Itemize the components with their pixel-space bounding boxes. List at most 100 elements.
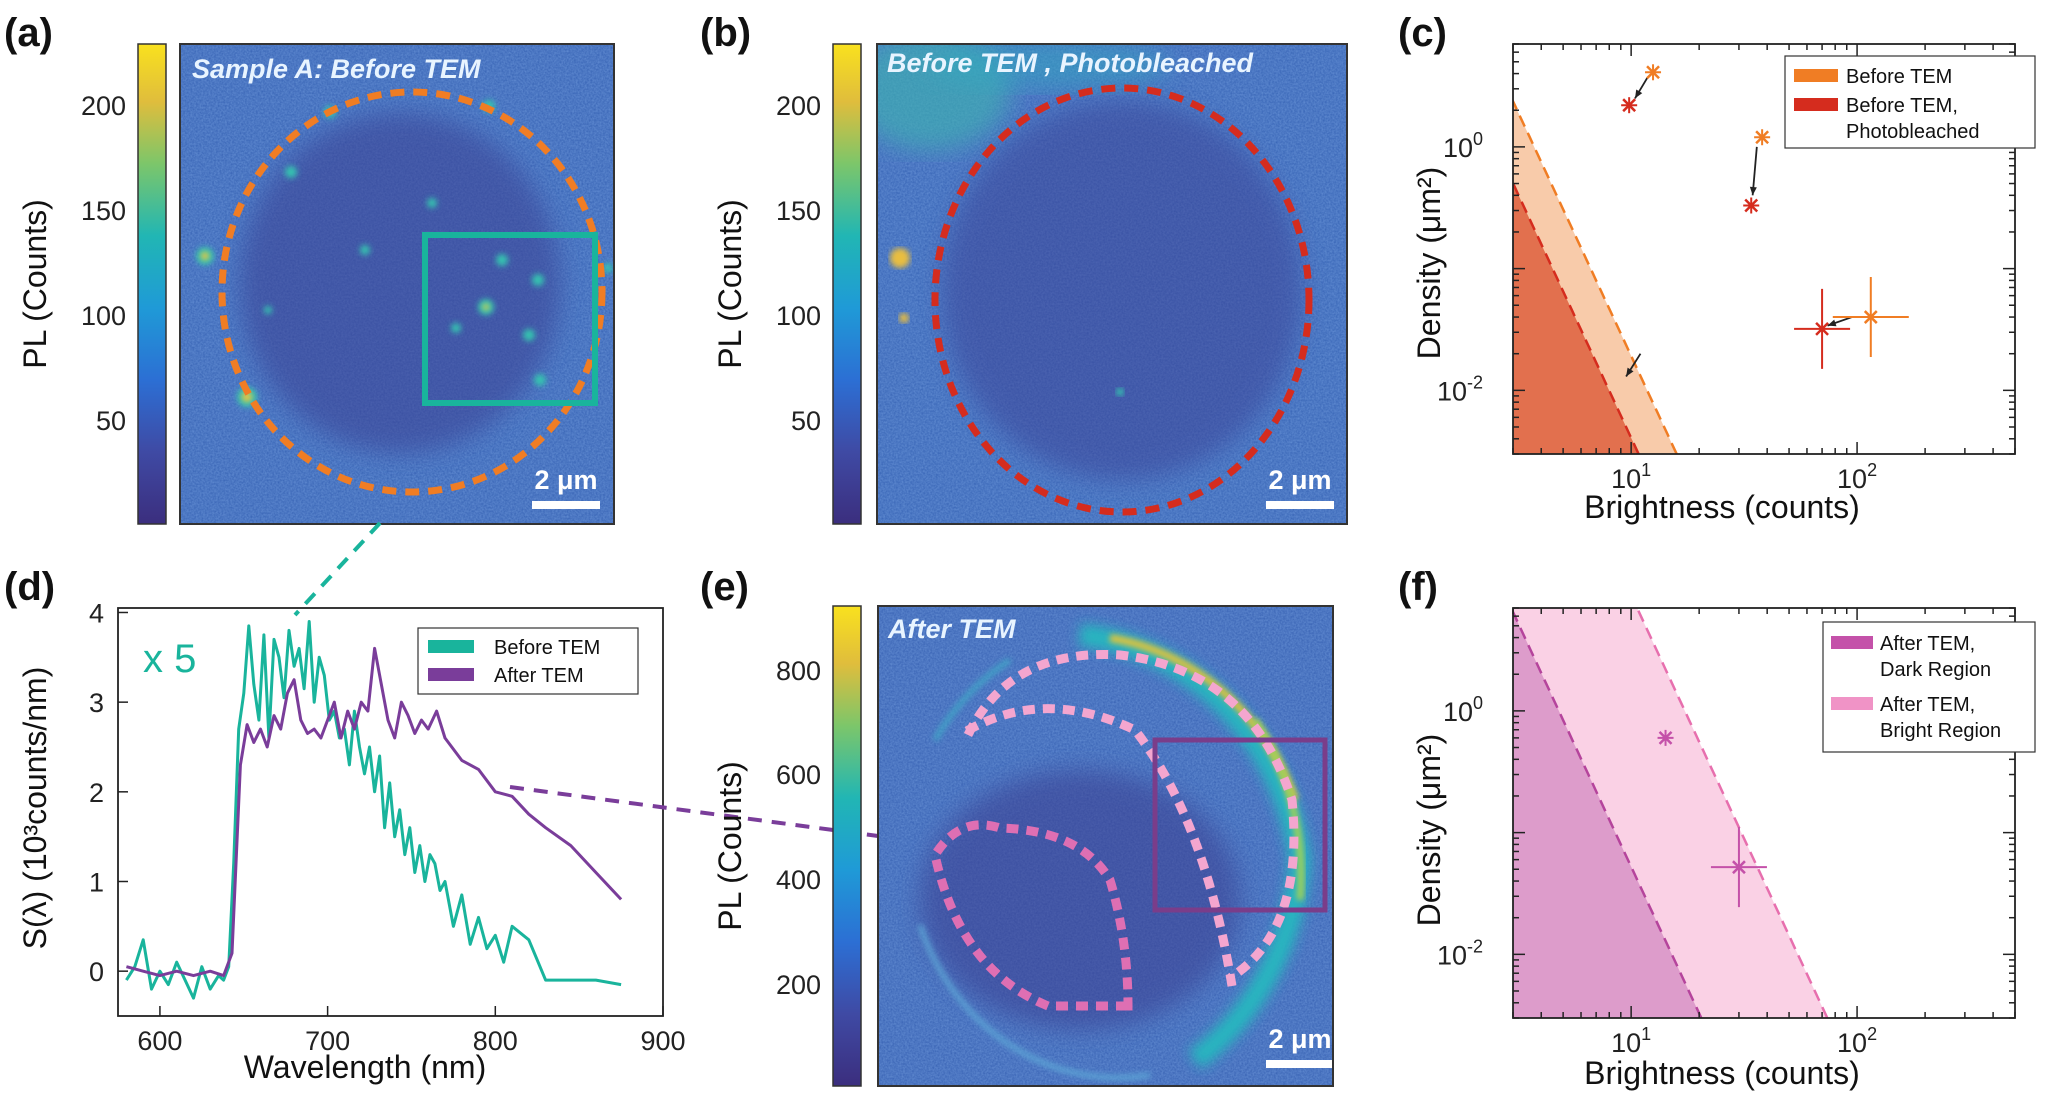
colorbar-e: [832, 605, 862, 1087]
axis-f-ylabel: Density (μm²): [1411, 734, 1447, 927]
plot-d-ytick-label-1: 1: [89, 867, 104, 897]
plot-c-area: [1513, 44, 1909, 454]
zoom-box-a: [422, 232, 598, 406]
colorbar-a-ticks: 200 150 100 50: [81, 91, 126, 436]
legend-f-label-0b: Dark Region: [1880, 659, 1991, 681]
plot-c-ytick-exp-0: -2: [1467, 372, 1483, 392]
panel-d: (d) 600 700 800 900 0 1 2 3 4 Wavelength (nm) S(…: [4, 565, 686, 1085]
plot-d-xtick-label-3: 900: [640, 1026, 685, 1056]
axis-d-ylabel: S(λ) (10³counts/nm): [17, 667, 53, 950]
plot-c-point-0-0: [1646, 65, 1660, 80]
legend-f-label-1b: Bright Region: [1880, 720, 2001, 742]
plot-c-point-1-1: [1744, 198, 1759, 213]
colorbar-b: [832, 43, 862, 525]
plot-d-xtick-label-1: 700: [305, 1026, 350, 1056]
legend-f: After TEM, Dark Region After TEM, Bright…: [1822, 621, 2036, 753]
plot-f-xtick-label-0: 101: [1611, 1024, 1651, 1058]
plot-f-band-1: [1513, 608, 1702, 1018]
legend-c-label-1b: Photobleached: [1846, 121, 1979, 143]
colorbar-e-ticks: 800 600 400 200: [776, 656, 821, 1000]
colorbar-e-tick-200: 200: [776, 970, 821, 1000]
legend-d-label-0: Before TEM: [494, 637, 600, 659]
scale-bar-e: [1266, 1060, 1333, 1068]
plot-d-frame: [117, 607, 664, 1017]
plot-d-xtick-label-0: 600: [137, 1026, 182, 1056]
image-title-e: After TEM: [887, 614, 1016, 644]
colorbar-e-tick-400: 400: [776, 865, 821, 895]
plot-d-ytick-label-4: 4: [89, 598, 104, 628]
colorbar-a-label: PL (Counts): [17, 199, 53, 369]
plot-d-ytick-label-2: 2: [89, 778, 104, 808]
legend-c-label-0: Before TEM: [1846, 66, 1952, 88]
plot-f-ytick-exp-0: -2: [1467, 936, 1483, 956]
plot-c-point-1-2: [1815, 321, 1829, 336]
colorbar-a-tick-100: 100: [81, 301, 126, 331]
region-bright-outer-e: [963, 649, 1299, 982]
plot-d: 600 700 800 900 0 1 2 3 4: [89, 598, 686, 1056]
colorbar-e-tick-800: 800: [776, 656, 821, 686]
connector-a-to-d: [293, 521, 382, 617]
axis-c-xlabel: Brightness (counts): [1584, 489, 1860, 525]
plot-c-point-0-1: [1755, 130, 1770, 145]
plot-f-ytick-label-0: 10-2: [1437, 936, 1483, 970]
panel-f-label: (f): [1398, 565, 1438, 609]
scale-annotation-d: x 5: [143, 637, 196, 681]
panel-e-label: (e): [700, 565, 749, 609]
plot-d-ytick-label-0: 0: [89, 957, 104, 987]
heatmap-e: After TEM 2 μm: [878, 606, 1333, 1086]
plot-c-arrowhead-3: [1626, 367, 1634, 377]
plot-f-point-1-0: [1732, 860, 1746, 875]
plot-c-point-0-2: [1863, 310, 1878, 324]
hot-spots-a: [201, 252, 489, 402]
region-circle-a: [218, 88, 606, 496]
heatmap-a: Sample A: Before TEM 2 μm: [180, 44, 614, 524]
colorbar-e-label: PL (Counts): [712, 761, 748, 931]
panel-e: (e) 800 600 400 200 PL (Counts) After TE…: [700, 565, 1334, 1087]
plot-d-ytick-label-3: 3: [89, 688, 104, 718]
scale-bar-a-label: 2 μm: [534, 465, 597, 495]
legend-d-swatch-1: [428, 668, 474, 681]
series-line-d-0: [125, 620, 622, 1000]
plot-c-xtick-exp-0: 1: [1641, 460, 1651, 480]
region-circle-b: [931, 84, 1313, 516]
plot-f-area: [1513, 608, 1829, 1018]
colorbar-b-tick-50: 50: [791, 406, 821, 436]
colorbar-e-tick-600: 600: [776, 760, 821, 790]
legend-f-swatch-0: [1831, 636, 1873, 649]
plot-f-xtick-exp-1: 2: [1867, 1024, 1877, 1044]
legend-f-swatch-1: [1831, 697, 1873, 710]
plot-f-point-0-0: [1658, 731, 1673, 745]
region-bright-inner-e: [957, 704, 1237, 987]
legend-d-swatch-0: [428, 640, 474, 653]
plot-c-band-1: [1513, 44, 1639, 454]
legend-f-label-0: After TEM,: [1880, 633, 1975, 655]
panel-d-label: (d): [4, 565, 55, 609]
panel-b: (b) 200 150 100 50 PL (Counts) Before TE…: [700, 11, 1348, 525]
series-line-d-1: [126, 646, 623, 978]
axis-d-xlabel: Wavelength (nm): [244, 1049, 486, 1085]
scale-bar-b: [1266, 501, 1334, 509]
axis-c-ylabel: Density (μm²): [1411, 167, 1447, 360]
legend-d: Before TEM After TEM: [417, 627, 639, 695]
image-title-b: Before TEM , Photobleached: [887, 48, 1254, 78]
colorbar-b-label: PL (Counts): [712, 199, 748, 369]
connector-e-to-d: [509, 785, 879, 838]
panel-a-label: (a): [4, 11, 53, 55]
plot-c-xtick-exp-1: 2: [1867, 460, 1877, 480]
colorbar-a-tick-50: 50: [96, 406, 126, 436]
legend-d-box: [417, 627, 639, 695]
plot-c-arrowhead-0: [1634, 89, 1643, 99]
plot-d-xtick-label-2: 800: [473, 1026, 518, 1056]
image-title-a: Sample A: Before TEM: [192, 54, 481, 84]
colorbar-a-tick-150: 150: [81, 196, 126, 226]
colorbar-a: [137, 43, 167, 525]
legend-c-swatch-1: [1794, 98, 1838, 111]
plot-f-frame: [1512, 607, 2016, 1019]
plot-f-xtick-label-1: 102: [1837, 1024, 1877, 1058]
axis-f-xlabel: Brightness (counts): [1584, 1055, 1860, 1091]
panel-b-label: (b): [700, 11, 751, 55]
